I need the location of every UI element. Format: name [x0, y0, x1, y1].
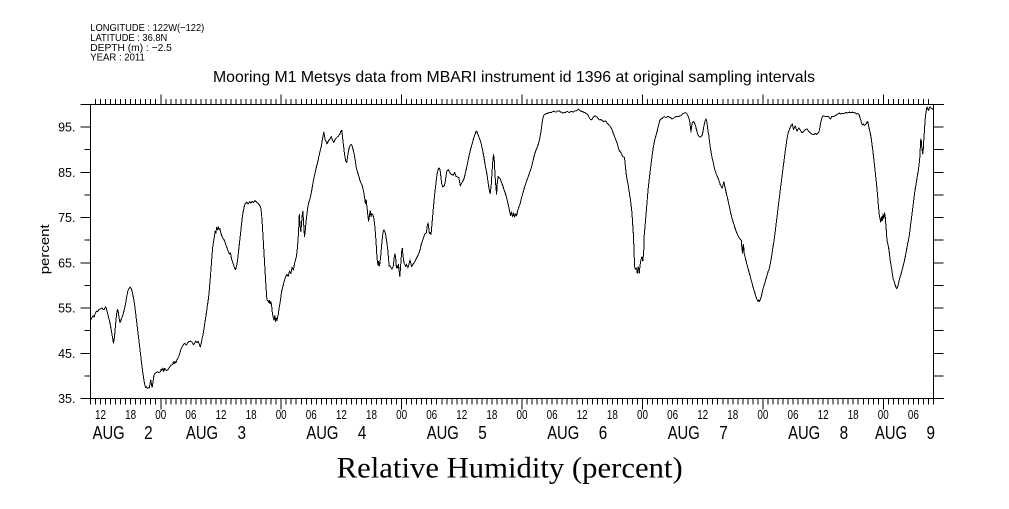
- svg-text:percent: percent: [37, 224, 52, 274]
- svg-text:6: 6: [599, 422, 608, 443]
- svg-text:18: 18: [486, 407, 497, 422]
- svg-text:65.: 65.: [58, 256, 75, 270]
- svg-text:00: 00: [396, 407, 407, 422]
- svg-text:18: 18: [727, 407, 738, 422]
- svg-text:YEAR : 2011: YEAR : 2011: [90, 52, 145, 63]
- svg-text:18: 18: [246, 407, 257, 422]
- svg-text:00: 00: [757, 407, 768, 422]
- svg-text:35.: 35.: [58, 392, 75, 406]
- svg-text:AUG: AUG: [186, 422, 218, 443]
- svg-text:12: 12: [95, 407, 106, 422]
- svg-text:06: 06: [426, 407, 437, 422]
- svg-text:2: 2: [144, 422, 153, 443]
- svg-text:18: 18: [848, 407, 859, 422]
- svg-text:3: 3: [238, 422, 247, 443]
- svg-text:55.: 55.: [58, 302, 75, 316]
- svg-text:AUG: AUG: [93, 422, 125, 443]
- svg-text:AUG: AUG: [306, 422, 338, 443]
- svg-text:12: 12: [216, 407, 227, 422]
- svg-text:00: 00: [155, 407, 166, 422]
- svg-text:06: 06: [306, 407, 317, 422]
- svg-text:75.: 75.: [58, 211, 75, 225]
- svg-text:18: 18: [125, 407, 136, 422]
- svg-text:9: 9: [927, 422, 936, 443]
- svg-text:06: 06: [667, 407, 678, 422]
- svg-text:85.: 85.: [58, 166, 75, 180]
- svg-text:00: 00: [637, 407, 648, 422]
- svg-text:AUG: AUG: [788, 422, 820, 443]
- svg-text:00: 00: [276, 407, 287, 422]
- svg-text:4: 4: [358, 422, 367, 443]
- svg-text:AUG: AUG: [875, 422, 907, 443]
- svg-text:AUG: AUG: [427, 422, 459, 443]
- svg-text:06: 06: [547, 407, 558, 422]
- svg-text:LONGITUDE : 122W(−122): LONGITUDE : 122W(−122): [90, 23, 204, 34]
- svg-text:06: 06: [908, 407, 919, 422]
- svg-text:12: 12: [456, 407, 467, 422]
- svg-text:AUG: AUG: [547, 422, 579, 443]
- svg-text:06: 06: [185, 407, 196, 422]
- svg-text:Mooring M1 Metsys data from MB: Mooring M1 Metsys data from MBARI instru…: [213, 69, 815, 86]
- svg-text:AUG: AUG: [668, 422, 700, 443]
- svg-text:LATITUDE : 36.8N: LATITUDE : 36.8N: [90, 33, 167, 44]
- svg-text:8: 8: [840, 422, 849, 443]
- svg-text:12: 12: [697, 407, 708, 422]
- svg-text:12: 12: [336, 407, 347, 422]
- svg-text:95.: 95.: [58, 121, 75, 135]
- svg-text:00: 00: [517, 407, 528, 422]
- svg-text:12: 12: [818, 407, 829, 422]
- svg-text:12: 12: [577, 407, 588, 422]
- svg-text:18: 18: [366, 407, 377, 422]
- svg-text:Relative Humidity (percent): Relative Humidity (percent): [337, 453, 683, 485]
- svg-text:45.: 45.: [58, 347, 75, 361]
- svg-text:DEPTH (m) : −2.5: DEPTH (m) : −2.5: [90, 43, 172, 54]
- svg-text:18: 18: [607, 407, 618, 422]
- svg-text:5: 5: [478, 422, 487, 443]
- svg-text:7: 7: [719, 422, 728, 443]
- svg-text:06: 06: [788, 407, 799, 422]
- svg-text:00: 00: [878, 407, 889, 422]
